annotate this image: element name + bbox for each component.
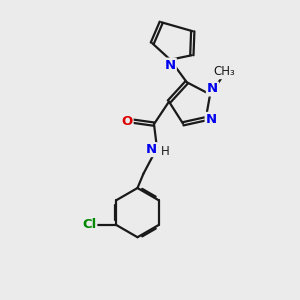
Text: N: N <box>206 113 217 126</box>
Text: Cl: Cl <box>82 218 96 231</box>
Text: N: N <box>146 143 157 156</box>
Text: N: N <box>165 58 176 72</box>
Text: CH₃: CH₃ <box>214 65 236 78</box>
Text: N: N <box>207 82 218 95</box>
Text: H: H <box>161 145 170 158</box>
Text: O: O <box>122 115 133 128</box>
